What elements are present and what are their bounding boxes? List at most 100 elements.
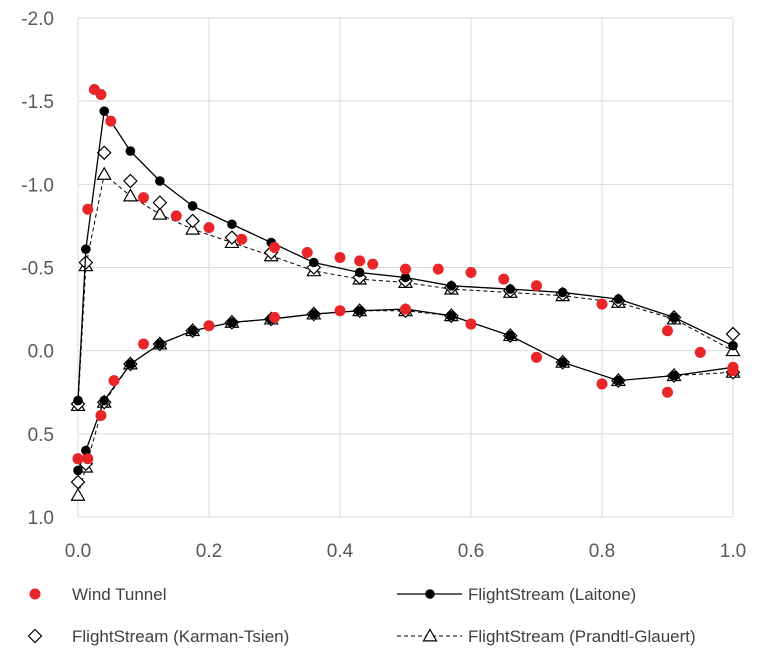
data-point — [662, 386, 673, 398]
data-point — [269, 311, 280, 323]
data-point — [138, 338, 149, 350]
data-point — [125, 359, 136, 369]
x-tick-label: 0.6 — [458, 541, 484, 562]
data-point — [505, 330, 516, 341]
data-point — [155, 176, 165, 186]
y-tick-label: -1.5 — [21, 92, 54, 113]
data-point — [70, 487, 86, 501]
data-point — [122, 188, 138, 202]
y-tick-label: 1.0 — [28, 508, 54, 529]
data-point — [70, 474, 86, 490]
data-point — [400, 303, 411, 315]
data-point — [185, 213, 200, 229]
data-point — [334, 252, 346, 264]
data-point — [309, 309, 319, 319]
data-point — [72, 453, 84, 465]
data-point — [498, 273, 510, 285]
data-point — [155, 339, 165, 349]
data-point — [728, 340, 738, 351]
data-point — [224, 230, 240, 245]
series-line-upper — [77, 109, 734, 401]
y-tick-label: -2.0 — [21, 9, 54, 30]
data-point — [236, 233, 248, 245]
x-tick-label: 1.0 — [720, 541, 746, 562]
legend-label: FlightStream (Karman-Tsien) — [72, 627, 289, 646]
series-1 — [73, 106, 738, 476]
data-point — [446, 280, 457, 291]
series-line-upper — [77, 173, 734, 406]
data-point — [557, 357, 568, 368]
data-point — [227, 317, 237, 328]
legend-label: Wind Tunnel — [72, 585, 167, 604]
data-point — [613, 375, 624, 386]
legend-marker — [27, 628, 43, 644]
data-point — [82, 203, 94, 215]
y-tick-label: -1.0 — [21, 175, 54, 196]
data-point — [96, 145, 112, 161]
x-tick-label: 0.8 — [589, 541, 615, 562]
data-point — [73, 465, 83, 476]
data-point — [269, 242, 280, 254]
data-point — [400, 272, 411, 283]
series-0 — [72, 84, 739, 465]
legend: Wind Tunnel FlightStream (Laitone) FlightS… — [27, 585, 696, 646]
data-point — [531, 280, 542, 292]
data-point — [301, 247, 313, 259]
data-point — [531, 351, 542, 363]
data-point — [505, 284, 516, 294]
data-point — [185, 221, 201, 235]
x-tick-label: 0.0 — [65, 541, 91, 562]
data-point — [694, 346, 706, 358]
data-point — [669, 370, 679, 381]
data-point — [354, 267, 365, 278]
legend-entry: FlightStream (Prandtl-Glauert) — [397, 627, 696, 646]
data-point — [227, 219, 237, 230]
legend-marker — [422, 628, 438, 642]
data-point — [465, 318, 477, 330]
data-point — [82, 453, 94, 465]
data-point — [557, 287, 568, 298]
y-tick-label: 0.0 — [28, 342, 54, 363]
data-point — [81, 244, 91, 255]
legend-label: FlightStream (Prandtl-Glauert) — [468, 627, 696, 646]
data-point — [203, 320, 215, 332]
data-point — [99, 106, 109, 116]
legend-entry: FlightStream (Karman-Tsien) — [27, 627, 289, 646]
data-point — [99, 395, 109, 406]
data-point — [309, 257, 319, 268]
data-point — [125, 146, 136, 156]
data-point — [669, 312, 679, 323]
data-point — [105, 115, 117, 127]
data-point — [78, 255, 94, 270]
data-point — [96, 166, 112, 180]
data-point — [446, 310, 457, 321]
x-tick-label: 0.2 — [196, 541, 222, 562]
data-point — [170, 210, 182, 222]
data-point — [95, 410, 107, 422]
data-point — [138, 192, 149, 204]
data-point — [152, 195, 168, 210]
series-line-lower — [77, 308, 734, 471]
data-point — [465, 266, 477, 278]
legend-marker — [425, 589, 435, 599]
data-point — [596, 378, 608, 390]
legend-entry: Wind Tunnel — [29, 585, 167, 604]
data-point — [662, 325, 673, 337]
data-point — [400, 263, 411, 275]
y-tick-label: -0.5 — [21, 259, 54, 280]
legend-marker — [29, 588, 41, 600]
data-point — [203, 222, 215, 234]
data-point — [432, 263, 444, 275]
data-point — [81, 445, 91, 456]
data-point — [727, 361, 739, 373]
data-point — [73, 395, 83, 406]
series-line-lower — [77, 310, 734, 496]
legend-label: FlightStream (Laitone) — [468, 585, 636, 604]
legend-entry: FlightStream (Laitone) — [397, 585, 636, 604]
data-point — [95, 89, 107, 101]
data-point — [152, 206, 168, 220]
axis-tick-labels: 0.0 0.2 0.4 0.6 0.8 1.0 -2.0 -1.5 -1.0 -0.5 0.0 0.5… — [21, 9, 746, 562]
data-point — [596, 298, 608, 310]
data-point — [187, 201, 198, 211]
data-point — [613, 294, 624, 304]
